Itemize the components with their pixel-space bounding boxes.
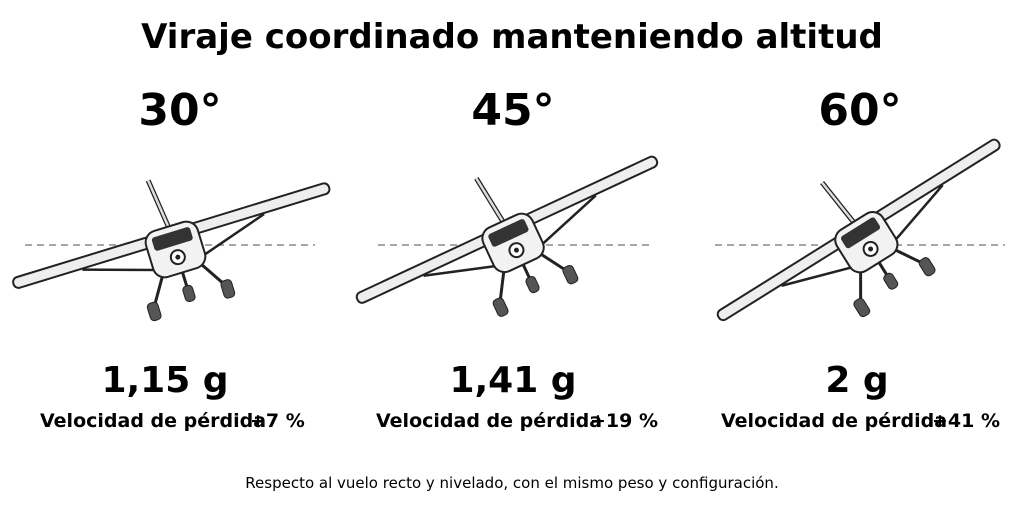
footnote: Respecto al vuelo recto y nivelado, con … [245,474,778,492]
stall-label: Velocidad de pérdida [40,410,266,432]
stall-label: Velocidad de pérdida [376,410,602,432]
stall-change: +41 % [932,410,1000,432]
airplane [0,130,351,357]
bank-angle: 30° [138,85,221,136]
load-factor: 1,15 g [101,360,228,401]
stall-label: Velocidad de pérdida [721,410,947,432]
stall-change: +19 % [590,410,658,432]
panel: 30° 1,15 g Velocidad de pérdida +7 % [0,85,351,432]
bank-angle: 60° [818,85,901,136]
airplane [332,106,689,369]
title: Viraje coordinado manteniendo altitud [141,17,883,57]
load-factor: 2 g [825,360,888,401]
panel: 60° 2 g Velocidad de pérdida +41 % [687,85,1024,432]
panel: 45° 1,41 g Velocidad de pérdida +19 % [332,85,689,432]
bank-angle: 45° [471,85,554,136]
stall-change: +7 % [250,410,305,432]
load-factor: 1,41 g [449,360,576,401]
